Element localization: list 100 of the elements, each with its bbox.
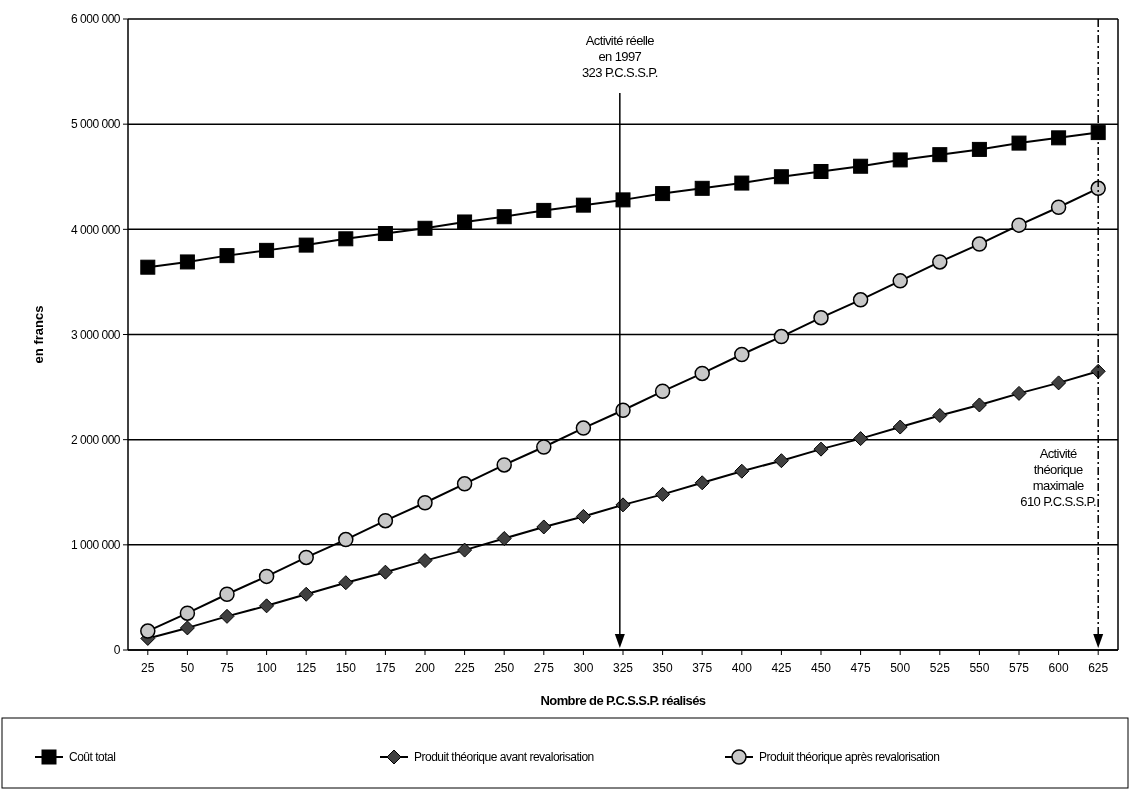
point (417, 553, 433, 569)
point (1090, 125, 1106, 141)
point (813, 309, 829, 326)
point (259, 242, 275, 258)
point (575, 508, 591, 524)
point (417, 220, 433, 236)
ref-line-label: Activité réelle en 1997 323 P.C.S.S.P. (581, 33, 658, 80)
point (734, 346, 750, 363)
point (773, 328, 790, 345)
point (219, 586, 235, 603)
x-tick-label: 25 (141, 661, 155, 675)
point (219, 608, 235, 624)
x-tick-label: 175 (375, 661, 396, 675)
x-tick-label: 125 (296, 661, 317, 675)
y-axis-title: en francs (31, 305, 46, 364)
y-tick-label: 3 000 000 (71, 327, 121, 342)
point (496, 531, 512, 547)
point (179, 620, 195, 636)
ref-line-label: Activité théorique maximale 610 P.C.S.S.P. (1020, 445, 1097, 509)
point (813, 163, 829, 179)
x-tick-label: 100 (256, 661, 277, 675)
point (298, 237, 314, 253)
point (734, 175, 750, 191)
x-tick-label: 250 (494, 661, 515, 675)
x-tick-label: 500 (890, 661, 911, 675)
point (1011, 217, 1027, 233)
point (536, 519, 552, 535)
point (575, 197, 591, 213)
point (971, 397, 987, 413)
legend-label: Produit théorique avant revalorisation (414, 750, 594, 765)
x-tick-label: 325 (612, 661, 634, 675)
x-tick-label: 525 (929, 661, 951, 675)
x-tick-label: 225 (454, 661, 475, 675)
point (892, 273, 908, 289)
x-tick-label: 575 (1008, 661, 1030, 675)
point (219, 248, 235, 264)
x-tick-label: 475 (850, 661, 871, 675)
point (338, 231, 354, 247)
point (1050, 199, 1067, 215)
point (179, 605, 196, 621)
point (536, 202, 552, 218)
point (140, 623, 156, 639)
point (1051, 130, 1067, 146)
y-tick-label: 6 000 000 (71, 12, 121, 27)
y-tick-label: 4 000 000 (71, 222, 121, 237)
point (377, 512, 394, 529)
legend-label: Coût total (69, 750, 116, 765)
point (536, 439, 552, 455)
point (496, 457, 512, 473)
point (417, 495, 433, 511)
point (1011, 135, 1027, 151)
x-tick-label: 50 (180, 661, 195, 675)
x-tick-label: 350 (652, 661, 673, 675)
point (457, 214, 473, 230)
point (140, 259, 156, 275)
x-axis-title: Nombre de P.C.S.S.P. réalisés (540, 693, 706, 708)
point (298, 586, 314, 602)
point (179, 254, 195, 270)
point (615, 192, 631, 208)
point (852, 292, 869, 308)
point (338, 575, 354, 591)
point (655, 486, 671, 502)
point (853, 158, 869, 174)
point (457, 542, 473, 558)
x-tick-label: 550 (969, 661, 990, 675)
point (298, 549, 314, 566)
point (773, 453, 789, 469)
point (694, 180, 710, 196)
legend-label: Produit théorique après revalorisation (759, 750, 940, 765)
y-tick-label: 5 000 000 (71, 117, 121, 132)
x-tick-label: 375 (692, 661, 713, 675)
point (259, 598, 275, 614)
point (734, 463, 750, 479)
point (1051, 375, 1067, 391)
point (932, 254, 948, 270)
point (258, 568, 275, 585)
point (1011, 385, 1027, 401)
x-tick-label: 625 (1088, 661, 1109, 675)
x-tick-label: 200 (414, 661, 436, 675)
point (932, 147, 948, 163)
x-tick-label: 75 (220, 661, 234, 675)
point (971, 141, 987, 157)
point (338, 531, 354, 548)
point (496, 209, 512, 225)
point (813, 441, 829, 457)
x-tick-label: 450 (810, 661, 832, 675)
x-tick-label: 425 (771, 661, 792, 675)
point (575, 420, 592, 436)
point (773, 169, 789, 185)
point (694, 365, 710, 382)
point (377, 226, 393, 242)
point (892, 419, 908, 435)
point (932, 407, 948, 423)
x-tick-label: 275 (533, 661, 555, 675)
point (892, 152, 908, 168)
point (971, 236, 988, 252)
point (655, 186, 671, 202)
x-tick-label: 600 (1048, 661, 1069, 675)
point (654, 383, 671, 400)
x-tick-label: 150 (335, 661, 357, 675)
